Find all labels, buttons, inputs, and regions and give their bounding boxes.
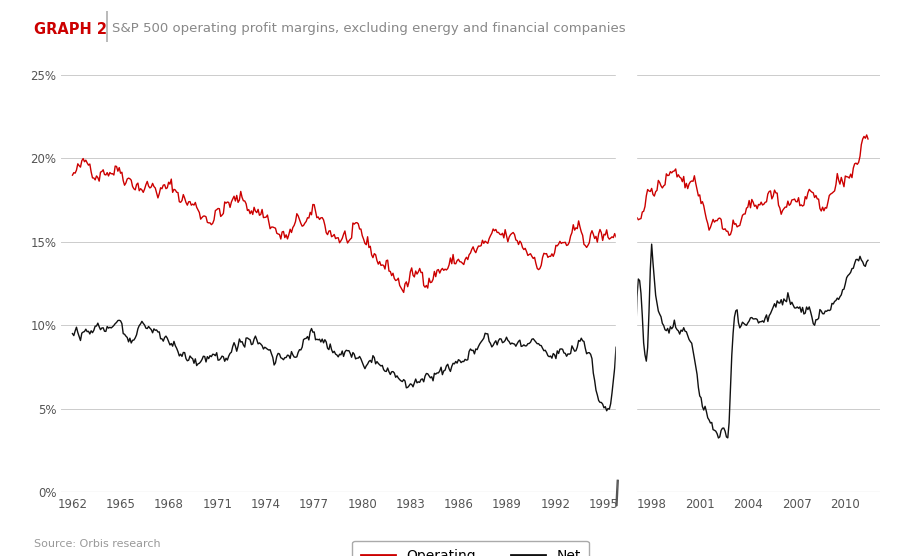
- Bar: [616, 50, 635, 492]
- Text: S&P 500 operating profit margins, excluding energy and financial companies: S&P 500 operating profit margins, exclud…: [112, 22, 626, 35]
- Legend: Operating, Net: Operating, Net: [352, 540, 590, 556]
- Text: Source: Orbis research: Source: Orbis research: [34, 539, 161, 549]
- Text: GRAPH 2: GRAPH 2: [34, 22, 107, 37]
